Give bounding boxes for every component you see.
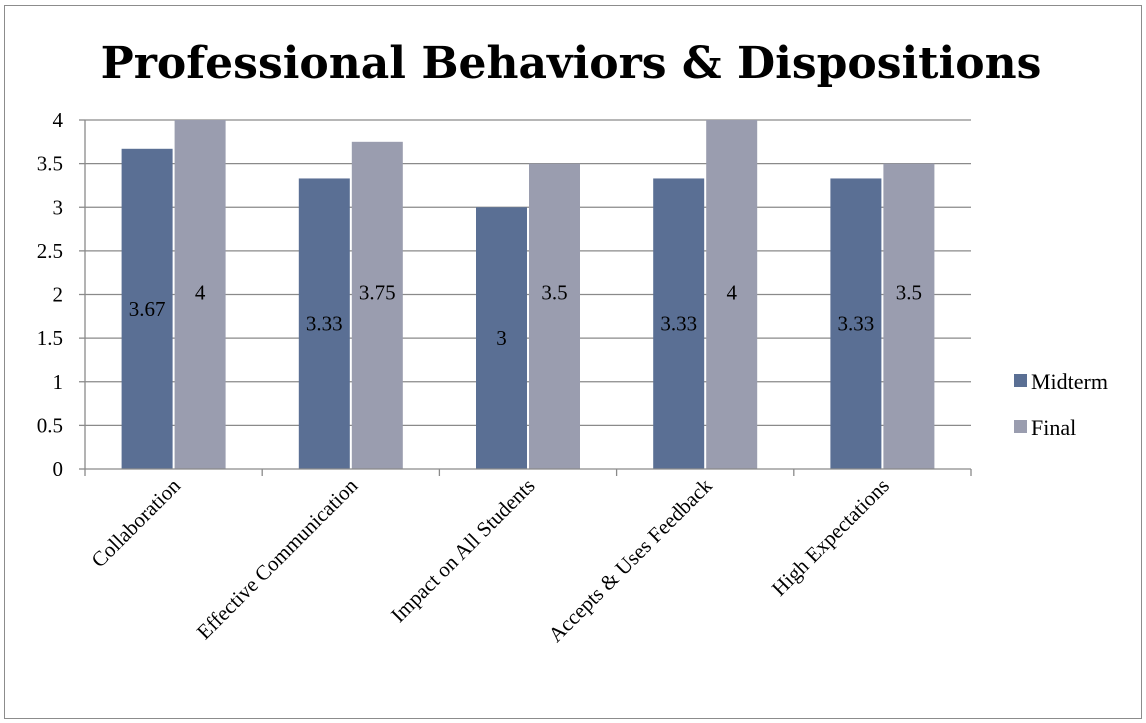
data-label: 3.5 [541,281,567,305]
bar-midterm [653,178,705,469]
y-axis-ticks: 0 0.5 1 1.5 2 2.5 3 3.5 4 [37,108,85,481]
data-label: 4 [726,281,737,305]
data-label: 3.67 [129,297,166,321]
data-label: 3 [496,326,507,350]
data-label: 3.33 [306,312,343,336]
bar-final [351,141,403,469]
category-label: Impact on All Students [386,474,539,627]
y-tick-label: 2 [53,283,64,307]
bar-midterm [830,178,882,469]
y-tick-label: 3.5 [37,152,63,176]
legend-label: Midterm [1031,369,1108,394]
bar-final [529,163,580,469]
data-label: 3.5 [896,281,922,305]
data-label: 3.33 [838,312,875,336]
category-label: High Expectations [767,474,894,601]
category-label: Effective Communication [192,473,363,644]
y-tick-label: 3 [53,195,64,219]
y-tick-label: 4 [53,108,64,132]
legend-swatch [1014,374,1027,387]
y-tick-label: 2.5 [37,239,63,263]
legend-swatch [1014,420,1027,433]
y-tick-label: 1.5 [37,326,63,350]
y-tick-label: 0.5 [37,413,63,437]
bar-midterm [298,178,350,469]
data-labels: 3.67 4 3.33 3.75 3 3.5 3.33 4 3.33 3.5 [129,281,922,351]
x-axis-ticks: Collaboration Effective Communication Impa… [84,469,972,647]
category-label: Accepts & Uses Feedback [543,473,717,647]
bar-final [883,163,935,469]
data-label: 3.75 [359,281,396,305]
y-tick-label: 0 [53,457,64,481]
legend: Midterm Final [1014,369,1108,440]
data-label: 3.33 [660,312,697,336]
bar-final [174,120,226,469]
bar-midterm [121,148,173,470]
bar-chart: Professional Behaviors & Dispositions 00… [37,38,1108,647]
data-label: 4 [195,281,206,305]
chart-title: Professional Behaviors & Dispositions [101,38,1042,89]
gridlines [85,119,971,427]
category-label: Collaboration [87,473,186,572]
y-tick-label: 1 [53,370,64,394]
legend-label: Final [1031,415,1076,440]
bar-midterm [476,207,527,469]
bar-final [706,120,758,469]
bars [121,120,935,470]
